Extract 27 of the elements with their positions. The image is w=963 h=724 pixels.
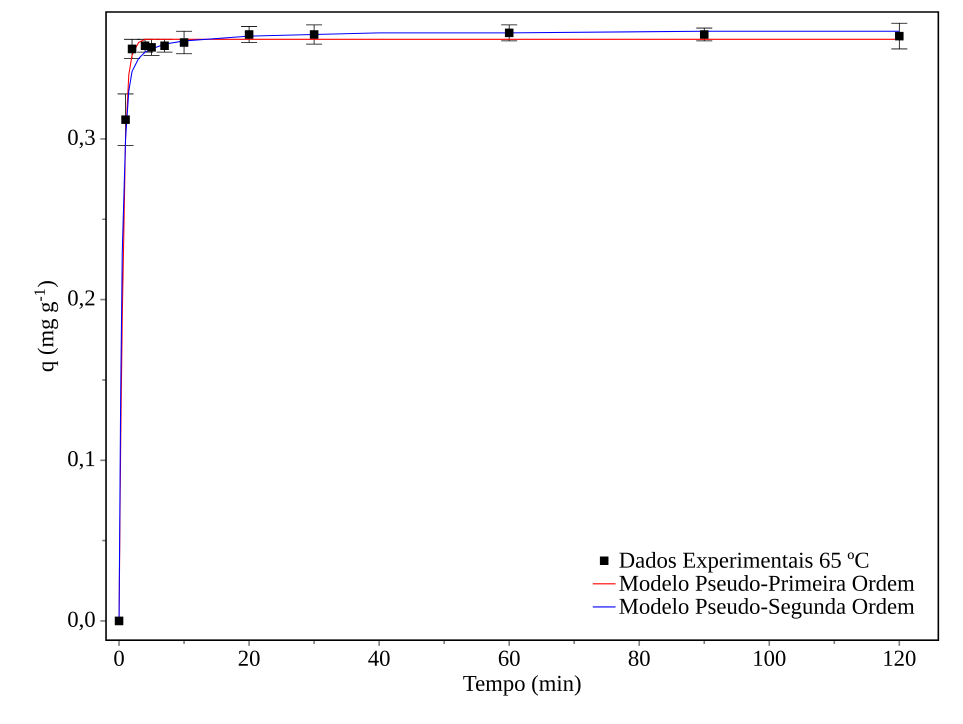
- y-tick-label: 0,2: [68, 290, 94, 309]
- x-tick-label: 80: [628, 650, 650, 666]
- x-tick-label: 120: [884, 650, 916, 666]
- point: [310, 30, 318, 39]
- x-tick-label: 40: [368, 650, 390, 666]
- y-tick-label: 0,0: [68, 612, 95, 630]
- legend-label: Dados Experimentais 65 ºC: [619, 552, 868, 572]
- x-tick-label: 100: [754, 650, 786, 666]
- legend-label: Modelo Pseudo-Segunda Ordem: [619, 598, 914, 619]
- x-tick-label: 0: [114, 650, 124, 666]
- point: [121, 115, 130, 124]
- point: [895, 32, 904, 40]
- y-axis-title: q (mg g$^{-1}$): [34, 280, 58, 372]
- y-tick-label: 0,3: [68, 130, 95, 148]
- point: [244, 30, 254, 39]
- x-axis-title: Tempo (min): [463, 674, 581, 696]
- x-tick-label: 60: [498, 650, 520, 666]
- point: [504, 28, 514, 38]
- legend-label: Modelo Pseudo-Primeira Ordem: [619, 574, 914, 591]
- point: [180, 38, 188, 47]
- x-tick-label: 20: [238, 650, 260, 666]
- point: [147, 42, 156, 52]
- point: [160, 41, 169, 50]
- point: [114, 616, 124, 626]
- y-tick-label: 0,1: [68, 450, 94, 470]
- point: [700, 30, 709, 39]
- point: [128, 44, 136, 54]
